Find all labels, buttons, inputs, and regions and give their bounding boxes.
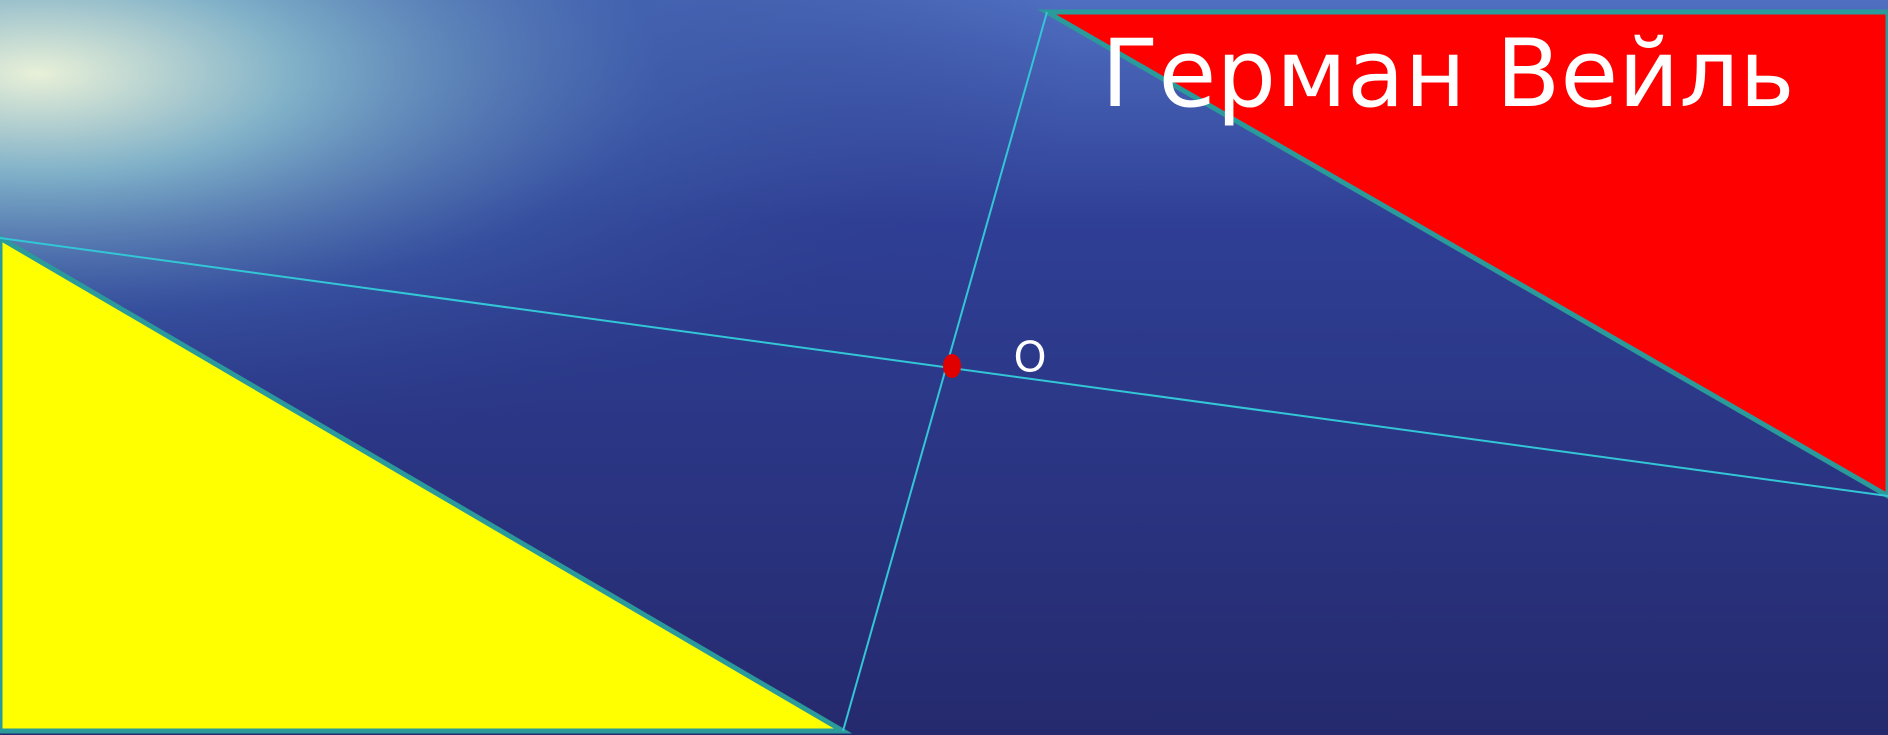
yellow-triangle — [0, 235, 853, 734]
red-triangle — [1037, 9, 1888, 499]
slide-title: Герман Вейль — [1101, 20, 1795, 129]
center-point — [943, 354, 961, 378]
point-label: O — [1013, 333, 1046, 382]
